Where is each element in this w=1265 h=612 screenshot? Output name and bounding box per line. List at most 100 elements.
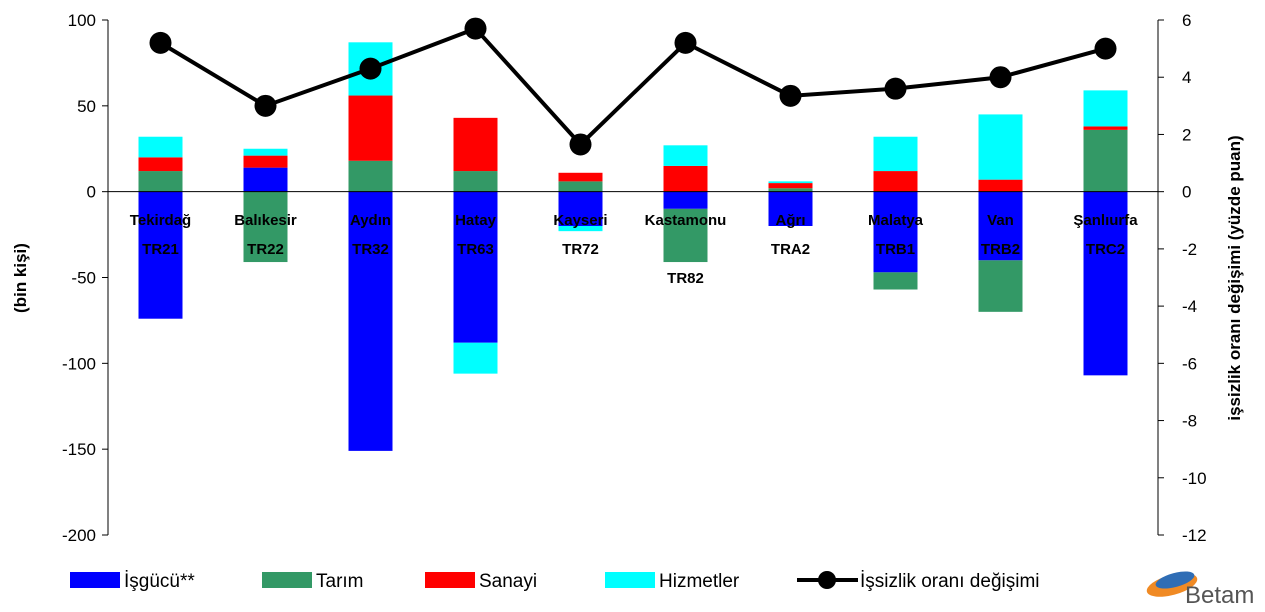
y-tick-label-5: 0 (87, 183, 96, 202)
bar-2-6 (663, 208, 708, 263)
logo-text: Betam (1185, 582, 1254, 609)
bar-2-4 (453, 171, 498, 192)
bar-4-10 (1083, 90, 1128, 127)
line-path (159, 26, 1107, 148)
y-axis-title: (bin kişi) (11, 243, 30, 313)
axes: -200 -150 -100 -50 0 50 100 -12 -10 -8 -6 -4 -2 0 2 4 6 (62, 11, 1207, 545)
bar-3-10 (1083, 126, 1128, 130)
bar-1-6 (663, 191, 708, 209)
bars (138, 42, 1128, 451)
category-code-8: TRB1 (876, 241, 915, 258)
bar-4-1 (138, 136, 183, 158)
category-code-2: TR22 (247, 241, 284, 258)
category-name-1: Tekirdağ (130, 212, 191, 229)
bar-3-2 (243, 155, 288, 168)
bar-4-8 (873, 136, 918, 172)
category-name-7: Ağrı (776, 212, 806, 229)
bar-4-4 (453, 342, 498, 374)
bar-3-4 (453, 117, 498, 172)
y2-tick-label-6: -2 (1182, 240, 1197, 259)
line-point-3 (359, 57, 382, 80)
betam-logo: Betam (1146, 571, 1254, 609)
category-name-9: Van (987, 212, 1014, 229)
bar-1-8 (873, 191, 918, 273)
y2-tick-label-4: -6 (1182, 354, 1197, 373)
category-code-7: TRA2 (771, 241, 810, 258)
y2-axis-title: işsizlik oranı değişimi (yüzde puan) (1225, 135, 1244, 420)
bar-3-5 (558, 172, 603, 182)
legend-label-2: Tarım (316, 571, 364, 592)
bar-2-3 (348, 160, 393, 192)
legend-label-4: Hizmetler (659, 571, 740, 592)
y-tick-label-2: -150 (62, 440, 96, 459)
legend-label-1: İşgücü** (124, 571, 195, 592)
bar-2-1 (138, 171, 183, 192)
legend-swatch-1 (70, 572, 120, 588)
y2-tick-label-2: -10 (1182, 469, 1207, 488)
line-point-10 (1094, 37, 1117, 60)
category-code-4: TR63 (457, 241, 494, 258)
y-tick-label-1: -200 (62, 526, 96, 545)
category-name-2: Balıkesir (234, 212, 297, 229)
category-name-8: Malatya (868, 212, 924, 229)
line-point-1 (149, 31, 172, 54)
category-code-9: TRB2 (981, 241, 1020, 258)
category-name-6: Kastamonu (645, 212, 727, 229)
category-code-1: TR21 (142, 241, 179, 258)
y2-tick-label-1: -12 (1182, 526, 1207, 545)
bar-3-3 (348, 95, 393, 161)
legend: İşgücü** Tarım Sanayi Hizmetler İşsizlik ora… (70, 571, 1040, 592)
y2-tick-label-10: 6 (1182, 11, 1191, 30)
category-code-3: TR32 (352, 241, 389, 258)
bar-4-6 (663, 145, 708, 166)
logo-swoosh-icon-2 (1155, 571, 1195, 589)
bar-2-7 (768, 188, 813, 192)
bar-3-6 (663, 165, 708, 192)
bar-1-3 (348, 191, 393, 451)
line-point-7 (779, 84, 802, 107)
bar-2-10 (1083, 129, 1128, 192)
legend-swatch-3 (425, 572, 475, 588)
y2-tick-label-5: -4 (1182, 297, 1197, 316)
bar-3-7 (768, 183, 813, 189)
legend-label-3: Sanayi (479, 571, 537, 592)
line-point-8 (884, 77, 907, 100)
category-name-4: Hatay (455, 212, 497, 229)
bar-1-5 (558, 191, 603, 226)
bar-4-9 (978, 114, 1023, 180)
bar-4-5 (558, 226, 603, 232)
category-name-5: Kayseri (553, 212, 607, 229)
legend-swatch-4 (605, 572, 655, 588)
category-code-6: TR82 (667, 270, 704, 287)
line-point-5 (569, 133, 592, 156)
bar-3-1 (138, 157, 183, 172)
line-point-9 (989, 66, 1012, 89)
y2-tick-label-3: -8 (1182, 412, 1197, 431)
category-code-5: TR72 (562, 241, 599, 258)
legend-label-5: İşsizlik oranı değişimi (860, 571, 1040, 592)
y-tick-label-4: -50 (71, 269, 96, 288)
bar-1-4 (453, 191, 498, 343)
y-tick-label-3: -100 (62, 354, 96, 373)
bar-1-10 (1083, 191, 1128, 376)
y2-tick-label-7: 0 (1182, 183, 1191, 202)
line-point-6 (674, 31, 697, 54)
bar-3-8 (873, 171, 918, 192)
legend-line-marker (818, 571, 836, 589)
bar-2-2 (243, 191, 288, 263)
bar-2-9 (978, 260, 1023, 312)
bar-1-7 (768, 191, 813, 226)
legend-swatch-2 (262, 572, 312, 588)
bar-2-5 (558, 181, 603, 192)
line-series (149, 17, 1117, 156)
y2-tick-label-8: 2 (1182, 125, 1191, 144)
category-labels: Tekirdağ TR21 Balıkesir TR22 Aydın TR32 Hatay T… (130, 212, 1138, 287)
bar-2-8 (873, 272, 918, 290)
bar-1-2 (243, 167, 288, 192)
category-code-10: TRC2 (1086, 241, 1125, 258)
y-tick-label-6: 50 (77, 97, 96, 116)
line-point-2 (254, 94, 277, 117)
y2-tick-label-9: 4 (1182, 68, 1191, 87)
y-tick-label-7: 100 (68, 11, 96, 30)
